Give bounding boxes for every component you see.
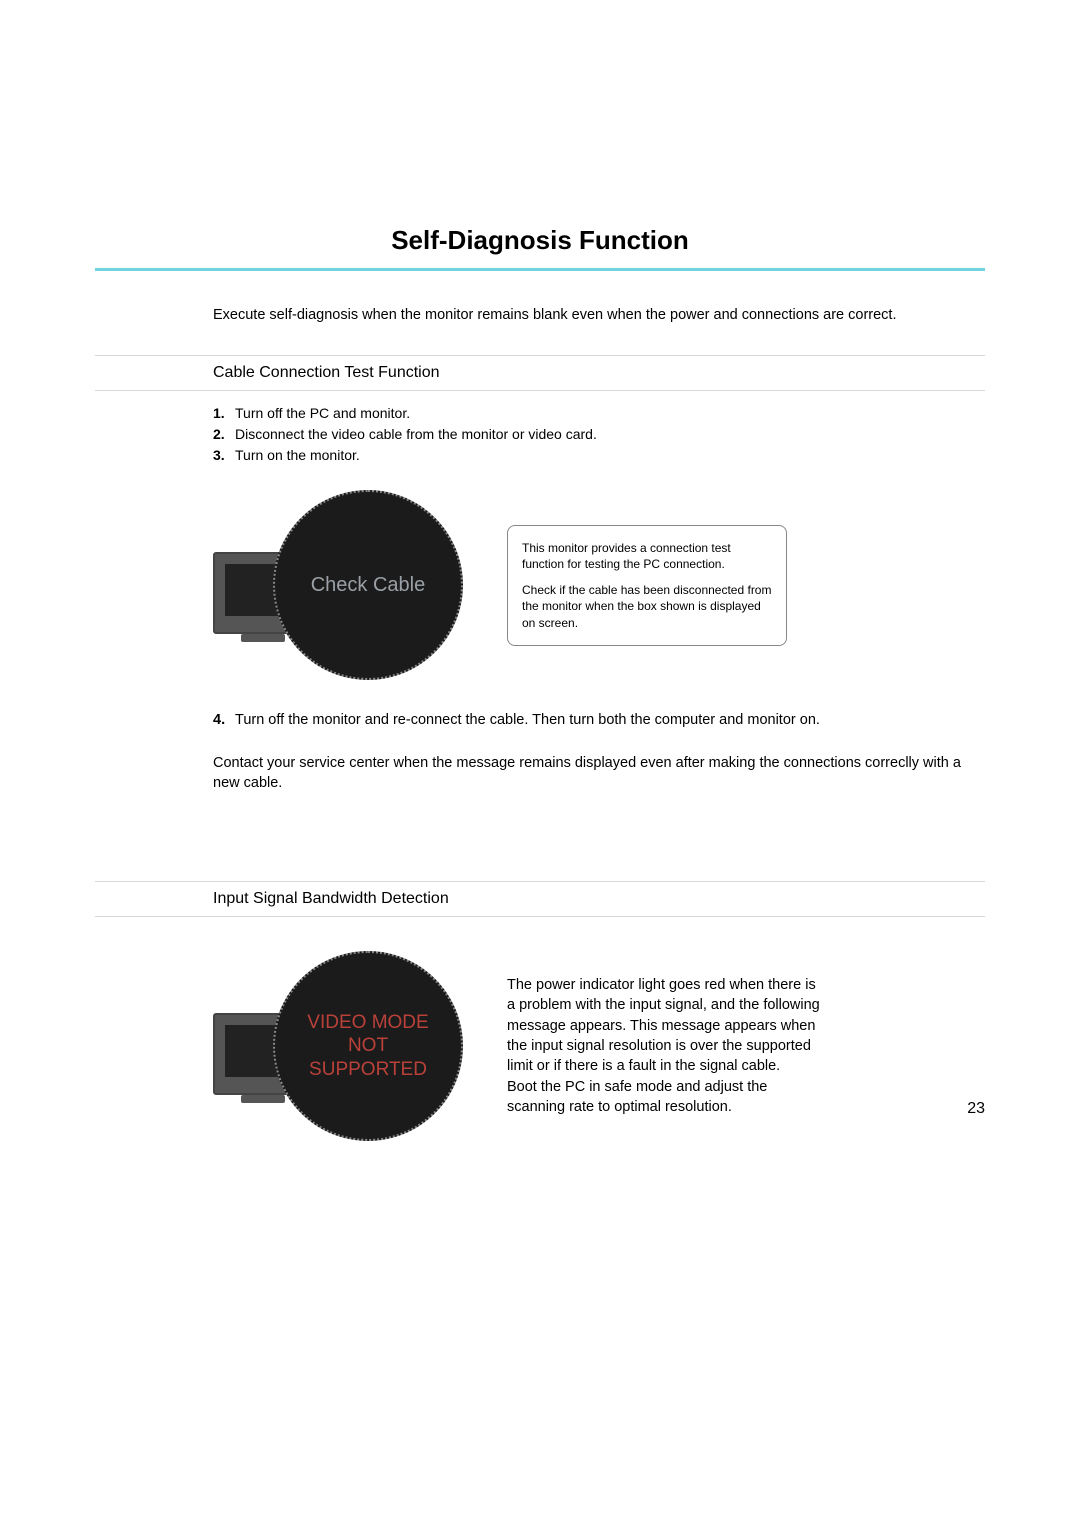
- osd-bubble-video-mode: VIDEO MODE NOT SUPPORTED: [273, 951, 463, 1141]
- step-number: 4.: [213, 710, 235, 730]
- step-number: 1.: [213, 403, 235, 424]
- step-number: 3.: [213, 445, 235, 466]
- figure-row-check-cable: Check Cable This monitor provides a conn…: [213, 490, 985, 680]
- osd-text: VIDEO MODE NOT SUPPORTED: [287, 1011, 449, 1082]
- section-title: Cable Connection Test Function: [95, 355, 985, 391]
- intro-text: Execute self-diagnosis when the monitor …: [213, 305, 913, 325]
- side-text: The power indicator light goes red when …: [507, 975, 827, 1117]
- monitor-base-icon: [241, 634, 285, 642]
- post-figure-block: 4. Turn off the monitor and re-connect t…: [213, 710, 985, 793]
- figure-row-video-mode: VIDEO MODE NOT SUPPORTED The power indic…: [213, 951, 985, 1141]
- step-text: Turn on the monitor.: [235, 445, 360, 466]
- info-box: This monitor provides a connection test …: [507, 525, 787, 646]
- monitor-base-icon: [241, 1095, 285, 1103]
- section-input-signal: Input Signal Bandwidth Detection VIDEO M…: [95, 881, 985, 1141]
- step-number: 2.: [213, 424, 235, 445]
- step-text: Turn off the monitor and re-connect the …: [235, 710, 820, 730]
- monitor-illustration: VIDEO MODE NOT SUPPORTED: [213, 951, 473, 1141]
- manual-page: Self-Diagnosis Function Execute self-dia…: [0, 0, 1080, 1527]
- osd-bubble-check-cable: Check Cable: [273, 490, 463, 680]
- osd-text: Check Cable: [311, 573, 426, 598]
- step-item: 2. Disconnect the video cable from the m…: [213, 424, 985, 445]
- monitor-illustration: Check Cable: [213, 490, 473, 680]
- info-text: Check if the cable has been disconnected…: [522, 582, 772, 631]
- section-cable-test: Cable Connection Test Function 1. Turn o…: [95, 355, 985, 793]
- step-list: 1. Turn off the PC and monitor. 2. Disco…: [213, 403, 985, 466]
- section-title: Input Signal Bandwidth Detection: [95, 881, 985, 917]
- page-title: Self-Diagnosis Function: [95, 225, 985, 268]
- step-text: Turn off the PC and monitor.: [235, 403, 410, 424]
- step-item: 1. Turn off the PC and monitor.: [213, 403, 985, 424]
- title-block: Self-Diagnosis Function: [95, 0, 985, 271]
- step-item: 4. Turn off the monitor and re-connect t…: [213, 710, 985, 730]
- step-text: Disconnect the video cable from the moni…: [235, 424, 597, 445]
- after-text: Contact your service center when the mes…: [213, 753, 985, 794]
- page-number: 23: [967, 1100, 985, 1118]
- step-item: 3. Turn on the monitor.: [213, 445, 985, 466]
- spacer: [95, 793, 985, 851]
- title-underline: [95, 268, 985, 271]
- info-text: This monitor provides a connection test …: [522, 540, 772, 572]
